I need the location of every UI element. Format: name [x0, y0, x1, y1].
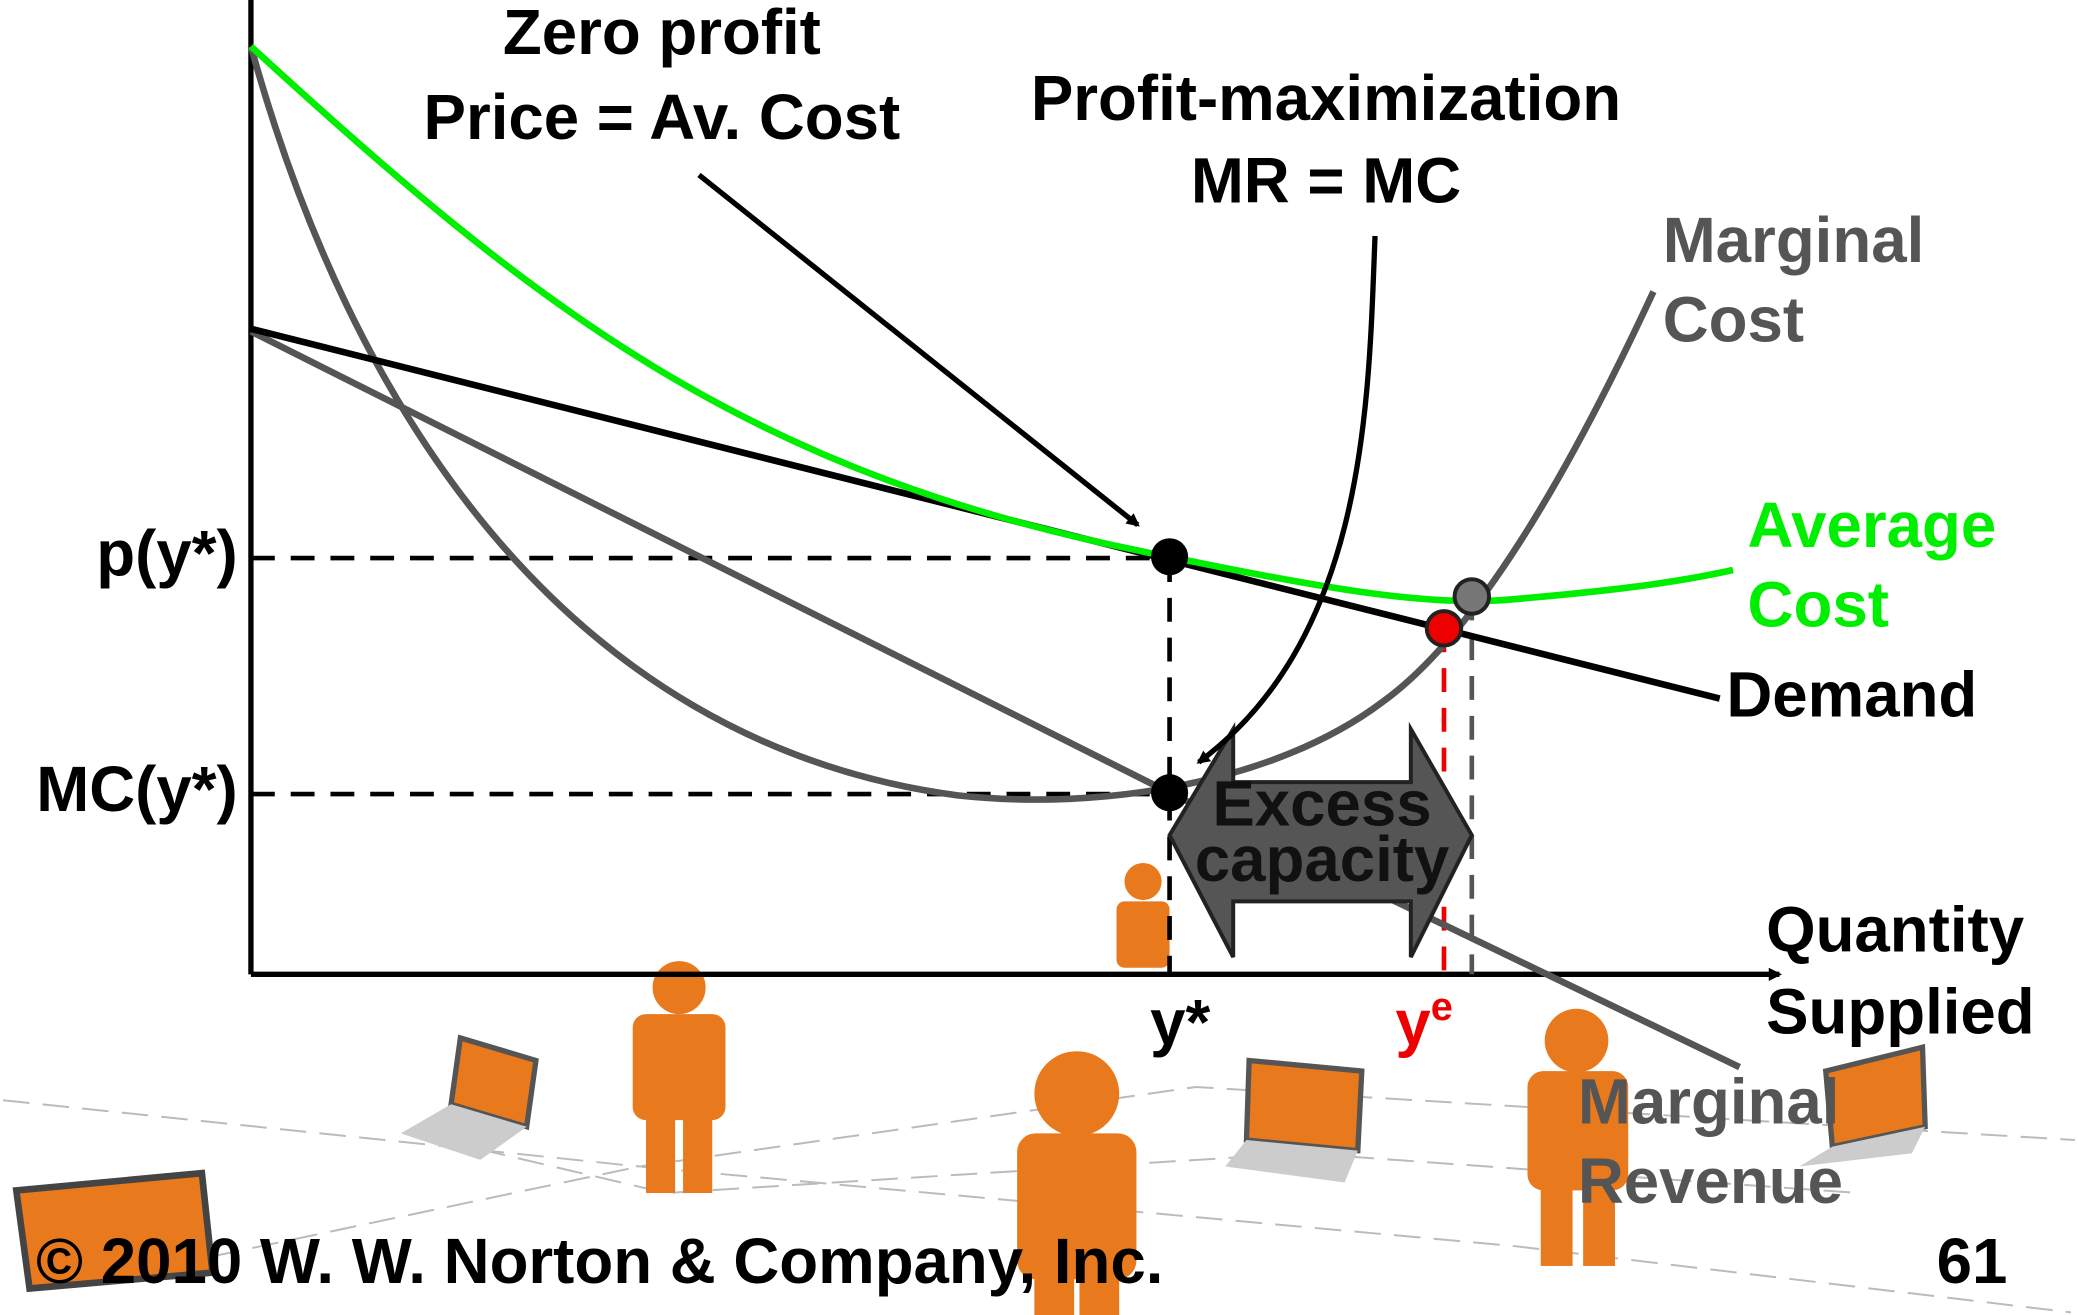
network-line: [135, 1165, 2072, 1314]
laptop: [400, 1034, 539, 1160]
curve-label: Demand: [1726, 660, 1977, 731]
laptop: [1225, 1057, 1365, 1183]
person: [1017, 1051, 1137, 1315]
laptops: [12, 1034, 1928, 1293]
laptop: [1799, 1043, 1928, 1167]
curve-label: Revenue: [1578, 1146, 1843, 1217]
person: [1527, 1008, 1629, 1266]
curve-label: Cost: [1663, 285, 1804, 356]
zero-profit-arrow: [697, 172, 1140, 528]
axes: [248, 0, 1783, 981]
y-label: p(y*): [96, 518, 237, 589]
mr-mc-point: [1151, 774, 1189, 812]
curve-label: Marginal: [1578, 1067, 1840, 1138]
x-label: y*: [1150, 987, 1210, 1058]
y-label: MC(y*): [36, 754, 237, 825]
laptop: [12, 1169, 217, 1293]
curve-label: Average: [1748, 490, 1997, 561]
annotation: Profit-maximization: [1031, 63, 1621, 134]
copyright: © 2010 W. W. Norton & Company, Inc.: [36, 1226, 1163, 1297]
curve-label: Marginal: [1663, 205, 1925, 276]
marginal-cost-curve: [247, 45, 1657, 803]
person: [1116, 862, 1170, 968]
page-number: 61: [1937, 1226, 2008, 1297]
guides: [250, 555, 1475, 975]
annotation: MR = MC: [1191, 145, 1461, 216]
background: [2, 1085, 2076, 1314]
marginal-revenue-curve: [249, 328, 1742, 1071]
annotation: Price = Av. Cost: [424, 82, 901, 153]
excess-capacity-arrow: [1167, 721, 1475, 959]
x-label-base: y: [1395, 987, 1431, 1058]
person: [632, 961, 726, 1194]
x-title: Supplied: [1766, 977, 2035, 1048]
arrow-label: capacity: [1195, 824, 1450, 895]
profit-max-arrow: [1196, 235, 1378, 765]
curve-label: Cost: [1748, 570, 1889, 641]
x-label-sup: e: [1431, 984, 1453, 1028]
people: [632, 862, 1629, 1315]
zero-profit-point: [1151, 538, 1189, 576]
annotation: Zero profit: [503, 0, 821, 68]
network-line: [2, 1085, 2076, 1168]
ac-min-point: [1452, 577, 1492, 616]
x-label: ye: [1395, 984, 1453, 1058]
x-title: Quantity: [1766, 894, 2025, 965]
efficient-point: [1424, 609, 1464, 648]
arrow-label: Excess: [1212, 768, 1431, 839]
